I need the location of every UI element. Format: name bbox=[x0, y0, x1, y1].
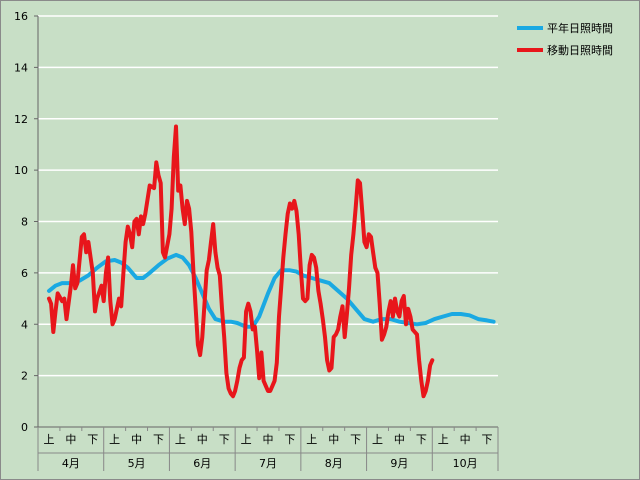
series-line-1 bbox=[47, 124, 435, 399]
x-dekad-label: 上 bbox=[372, 433, 383, 446]
x-dekad-label: 下 bbox=[219, 433, 230, 446]
x-month-label: 5月 bbox=[128, 457, 146, 470]
y-tick-label: 12 bbox=[14, 113, 28, 126]
x-dekad-label: 中 bbox=[197, 433, 208, 446]
x-month-label: 4月 bbox=[62, 457, 80, 470]
x-month-label: 10月 bbox=[453, 457, 478, 470]
x-dekad-label: 下 bbox=[416, 433, 427, 446]
series-lines bbox=[47, 124, 496, 399]
x-dekad-label: 中 bbox=[460, 433, 471, 446]
y-tick-label: 4 bbox=[21, 318, 28, 331]
x-dekad-label: 下 bbox=[153, 433, 164, 446]
x-month-label: 8月 bbox=[325, 457, 343, 470]
x-month-label: 6月 bbox=[193, 457, 211, 470]
x-dekad-label: 下 bbox=[482, 433, 493, 446]
y-tick-label: 6 bbox=[21, 267, 28, 280]
x-dekad-label: 下 bbox=[284, 433, 295, 446]
x-dekad-label: 上 bbox=[43, 433, 54, 446]
x-dekad-label: 中 bbox=[65, 433, 76, 446]
x-dekad-label: 上 bbox=[109, 433, 120, 446]
x-month-label: 7月 bbox=[259, 457, 277, 470]
y-tick-label: 14 bbox=[14, 61, 28, 74]
x-dekad-label: 上 bbox=[175, 433, 186, 446]
legend-label-1: 移動日照時間 bbox=[547, 43, 613, 57]
y-tick-label: 2 bbox=[21, 370, 28, 383]
x-dekad-label: 中 bbox=[131, 433, 142, 446]
y-tick-label: 0 bbox=[21, 421, 28, 434]
x-month-label: 9月 bbox=[390, 457, 408, 470]
x-dekad-label: 上 bbox=[241, 433, 252, 446]
x-dekad-label: 下 bbox=[350, 433, 361, 446]
y-tick-label: 10 bbox=[14, 164, 28, 177]
y-tick-label: 16 bbox=[14, 10, 28, 23]
x-dekad-label: 上 bbox=[438, 433, 449, 446]
x-dekad-label: 上 bbox=[306, 433, 317, 446]
x-dekad-label: 中 bbox=[394, 433, 405, 446]
x-dekad-label: 下 bbox=[87, 433, 98, 446]
x-dekad-label: 中 bbox=[328, 433, 339, 446]
legend-label-0: 平年日照時間 bbox=[547, 21, 613, 35]
x-axis: 上中下上中下上中下上中下上中下上中下上中下4月 5月 6月 7月 8月 9月 10月 bbox=[37, 16, 499, 471]
y-axis-ticks: 0 2 4 6 8 10 12 14 16 bbox=[14, 10, 38, 434]
y-tick-label: 8 bbox=[21, 216, 28, 229]
x-dekad-label: 中 bbox=[263, 433, 274, 446]
